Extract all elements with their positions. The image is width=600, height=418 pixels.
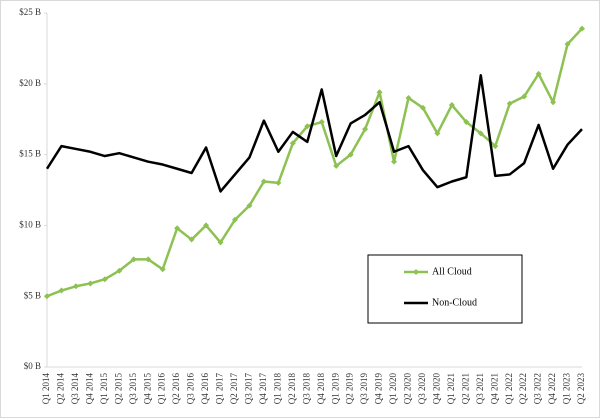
point bbox=[434, 130, 441, 137]
point bbox=[231, 216, 238, 223]
point bbox=[391, 158, 398, 165]
x-tick-label: Q4 2022 bbox=[547, 373, 557, 404]
point bbox=[289, 140, 296, 147]
x-tick-label: Q3 2019 bbox=[359, 373, 369, 405]
point bbox=[347, 151, 354, 158]
point bbox=[506, 100, 513, 107]
point bbox=[145, 256, 152, 263]
x-tick-label: Q2 2018 bbox=[287, 373, 297, 405]
x-tick-label: Q4 2016 bbox=[200, 373, 210, 405]
point bbox=[318, 119, 325, 126]
x-tick-label: Q2 2021 bbox=[460, 373, 470, 404]
x-tick-label: Q4 2014 bbox=[84, 373, 94, 405]
series-line bbox=[45, 74, 583, 193]
point bbox=[246, 202, 253, 209]
x-tick-label: Q2 2020 bbox=[403, 373, 413, 405]
x-tick-label: Q2 2014 bbox=[56, 373, 66, 405]
point bbox=[492, 143, 499, 150]
point bbox=[188, 236, 195, 243]
point bbox=[448, 102, 455, 109]
x-tick-label: Q4 2019 bbox=[374, 373, 384, 405]
point bbox=[217, 239, 224, 246]
legend-box bbox=[367, 254, 523, 324]
x-tick-label: Q2 2016 bbox=[171, 373, 181, 405]
y-tick-label: $25 B bbox=[19, 7, 41, 17]
x-tick-label: Q2 2023 bbox=[576, 373, 586, 405]
x-tick-label: Q2 2017 bbox=[229, 373, 239, 405]
point bbox=[405, 94, 412, 101]
x-tick-label: Q1 2022 bbox=[504, 373, 514, 404]
point bbox=[376, 89, 383, 96]
x-tick-label: Q3 2020 bbox=[417, 373, 427, 405]
x-tick-label: Q3 2022 bbox=[533, 373, 543, 404]
point bbox=[130, 256, 137, 263]
x-tick-label: Q2 2015 bbox=[113, 373, 123, 405]
point bbox=[260, 178, 267, 185]
x-tick-label: Q1 2023 bbox=[562, 373, 572, 405]
point bbox=[275, 179, 282, 186]
y-tick-label: $0 B bbox=[24, 361, 41, 371]
y-tick-label: $20 B bbox=[19, 78, 41, 88]
x-tick-label: Q1 2020 bbox=[388, 373, 398, 405]
point bbox=[333, 162, 340, 169]
point bbox=[116, 267, 123, 274]
y-tick-label: $10 B bbox=[19, 219, 41, 229]
legend-marker bbox=[413, 269, 419, 275]
y-tick-label: $5 B bbox=[24, 290, 41, 300]
point bbox=[419, 104, 426, 111]
legend-label: All Cloud bbox=[432, 266, 472, 277]
point bbox=[521, 93, 528, 100]
point bbox=[44, 293, 50, 300]
x-tick-label: Q4 2018 bbox=[316, 373, 326, 405]
x-tick-label: Q2 2019 bbox=[345, 373, 355, 405]
point bbox=[477, 130, 484, 137]
x-tick-label: Q3 2021 bbox=[475, 373, 485, 404]
x-tick-label: Q4 2015 bbox=[142, 373, 152, 405]
x-tick-label: Q2 2022 bbox=[518, 373, 528, 404]
x-tick-label: Q1 2016 bbox=[157, 373, 167, 405]
x-tick-label: Q1 2019 bbox=[330, 373, 340, 405]
x-tick-label: Q4 2021 bbox=[489, 373, 499, 404]
point bbox=[463, 119, 470, 126]
point bbox=[159, 266, 166, 273]
x-tick-label: Q1 2014 bbox=[41, 373, 51, 405]
x-tick-label: Q3 2017 bbox=[243, 373, 253, 405]
point bbox=[101, 276, 108, 283]
x-tick-label: Q1 2018 bbox=[272, 373, 282, 405]
legend-label: Non-Cloud bbox=[432, 297, 477, 308]
point bbox=[362, 126, 369, 133]
point bbox=[58, 287, 65, 294]
x-tick-label: Q3 2016 bbox=[186, 373, 196, 405]
point bbox=[174, 225, 181, 232]
x-tick-label: Q1 2021 bbox=[446, 373, 456, 404]
x-tick-label: Q4 2020 bbox=[431, 373, 441, 405]
point bbox=[579, 25, 585, 32]
point bbox=[550, 99, 557, 106]
point bbox=[87, 280, 94, 287]
x-tick-label: Q1 2015 bbox=[99, 373, 109, 405]
point bbox=[72, 283, 79, 290]
point bbox=[304, 123, 311, 130]
x-tick-label: Q1 2017 bbox=[215, 373, 225, 405]
point bbox=[564, 41, 571, 48]
point bbox=[535, 70, 542, 77]
x-tick-label: Q3 2014 bbox=[70, 373, 80, 405]
x-tick-label: Q4 2017 bbox=[258, 373, 268, 405]
x-tick-label: Q3 2015 bbox=[128, 373, 138, 405]
point bbox=[203, 222, 210, 229]
x-tick-label: Q3 2018 bbox=[301, 373, 311, 405]
y-tick-label: $15 B bbox=[19, 149, 41, 159]
